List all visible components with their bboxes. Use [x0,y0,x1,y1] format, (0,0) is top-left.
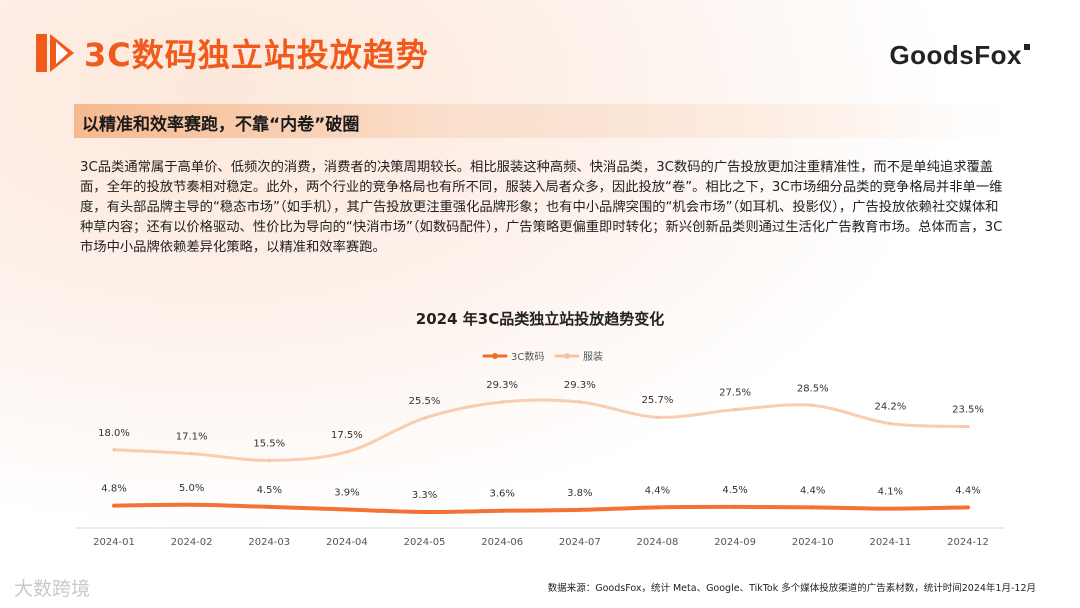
data-point-apparel [966,424,970,429]
data-label-3c: 3.9% [334,487,359,498]
page-title: 3C数码独立站投放趋势 [84,36,429,74]
data-point-apparel [888,421,892,426]
x-tick-label: 2024-04 [326,537,368,548]
data-label-3c: 5.0% [179,483,204,494]
data-label-apparel: 25.5% [409,396,441,407]
legend-label-apparel: 服装 [583,350,603,363]
data-label-apparel: 18.0% [98,428,130,439]
data-point-3c [733,505,737,509]
data-label-3c: 4.1% [878,487,903,498]
legend-marker-3c [492,353,498,359]
data-label-apparel: 17.5% [331,430,363,441]
data-point-3c [190,503,194,507]
data-point-3c [888,507,892,511]
data-point-3c [811,505,815,509]
data-label-3c: 3.8% [567,488,592,499]
watermark: 大数跨境 [14,578,91,600]
data-label-3c: 4.4% [645,485,670,496]
data-point-3c [578,508,582,512]
data-point-apparel [190,452,194,456]
legend-marker-apparel [564,353,570,359]
x-tick-label: 2024-01 [93,537,135,548]
legend-label-3c: 3C数码 [511,350,544,363]
x-tick-label: 2024-02 [171,537,213,548]
chart-title: 2024 年3C品类独立站投放趋势变化 [415,310,665,328]
data-point-apparel [112,448,116,452]
x-tick-label: 2024-08 [637,537,679,548]
x-tick-label: 2024-11 [869,537,911,548]
brand-dot-icon [1024,44,1030,50]
data-label-apparel: 29.3% [564,380,596,391]
data-label-apparel: 25.7% [642,395,674,406]
x-tick-label: 2024-12 [947,537,989,548]
data-point-apparel [578,400,582,404]
data-point-apparel [422,416,427,420]
body-paragraph: 3C品类通常属于高单价、低频次的消费，消费者的决策周期较长。相比服装这种高频、快… [80,160,1003,255]
data-label-apparel: 28.5% [797,383,829,394]
data-label-apparel: 23.5% [952,405,984,416]
data-label-apparel: 27.5% [719,388,751,399]
series-line-3c [112,502,970,515]
data-label-3c: 4.5% [257,485,282,496]
x-tick-label: 2024-10 [792,537,834,548]
brand-logo-icon [36,34,74,72]
data-point-apparel [655,415,660,419]
data-label-3c: 4.5% [722,485,747,496]
data-point-apparel [500,400,504,404]
data-source-note: 数据来源：GoodsFox，统计 Meta、Google、TikTok 多个媒体… [547,583,1036,594]
data-point-3c [267,505,271,509]
brand-name: GoodsFox [889,40,1022,70]
subtitle-banner: 以精准和效率赛跑，不靠“内卷”破圈 [74,104,1004,138]
data-label-apparel: 29.3% [486,380,518,391]
x-tick-label: 2024-03 [248,537,290,548]
data-label-apparel: 15.5% [253,438,285,449]
data-label-3c: 4.4% [955,485,980,496]
data-point-3c [422,510,427,514]
data-point-3c [500,509,504,513]
data-label-3c: 4.8% [101,484,126,495]
data-point-3c [655,505,660,509]
data-label-3c: 3.6% [489,489,514,500]
data-point-3c [966,505,970,509]
data-point-3c [112,504,116,508]
brand-logo: GoodsFox [889,40,1030,71]
data-point-3c [345,507,349,512]
x-tick-label: 2024-07 [559,537,601,548]
data-label-3c: 4.4% [800,485,825,496]
data-label-apparel: 17.1% [176,432,208,443]
x-tick-label: 2024-09 [714,537,756,548]
x-tick-label: 2024-05 [404,537,446,548]
subtitle-text: 以精准和效率赛跑，不靠“内卷”破圈 [82,115,360,135]
data-label-apparel: 24.2% [874,402,906,413]
x-tick-label: 2024-06 [481,537,523,548]
data-label-3c: 3.3% [412,490,437,501]
data-point-apparel [345,450,349,454]
data-point-apparel [811,403,815,407]
data-point-apparel [733,408,737,412]
series-line-apparel [112,398,970,462]
data-point-apparel [267,458,271,462]
